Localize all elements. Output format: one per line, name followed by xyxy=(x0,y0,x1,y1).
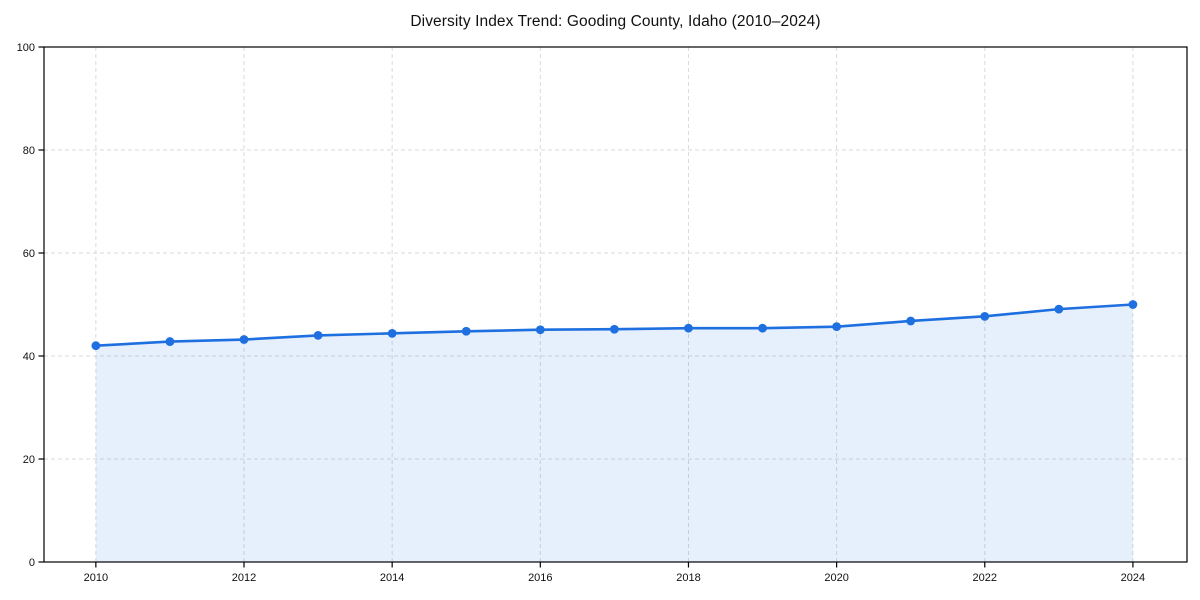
data-point-marker xyxy=(1054,304,1064,314)
x-tick-label: 2024 xyxy=(1121,572,1145,584)
data-point-marker xyxy=(313,331,323,340)
x-tick-label: 2014 xyxy=(380,572,404,584)
data-point-marker xyxy=(239,335,249,344)
data-point-marker xyxy=(535,325,545,335)
x-tick-label: 2022 xyxy=(973,572,997,584)
data-point-marker xyxy=(832,322,842,332)
data-point-marker xyxy=(91,341,101,351)
data-point-marker xyxy=(461,326,471,336)
y-tick-label: 0 xyxy=(29,557,35,569)
x-tick-label: 2018 xyxy=(676,572,700,584)
y-tick-label: 80 xyxy=(23,145,35,157)
data-point-marker xyxy=(980,311,990,321)
data-point-marker xyxy=(906,316,916,326)
area-fill xyxy=(95,304,1133,562)
x-tick-label: 2012 xyxy=(232,572,256,584)
y-tick-label: 60 xyxy=(23,248,35,260)
x-tick-label: 2016 xyxy=(528,572,552,584)
y-tick-label: 20 xyxy=(23,454,35,466)
data-point-marker xyxy=(1128,300,1138,309)
x-tick-label: 2010 xyxy=(84,572,108,584)
y-tick-label: 40 xyxy=(23,351,35,363)
x-tick-label: 2020 xyxy=(824,572,848,584)
data-point-marker xyxy=(609,324,619,334)
plot-border xyxy=(43,46,1188,563)
data-point-marker xyxy=(165,337,175,346)
y-tick-label: 100 xyxy=(17,42,35,54)
data-point-marker xyxy=(684,323,693,333)
data-point-marker xyxy=(387,328,397,338)
chart-title: Diversity Index Trend: Gooding County, I… xyxy=(410,13,821,30)
data-point-marker xyxy=(758,323,767,333)
